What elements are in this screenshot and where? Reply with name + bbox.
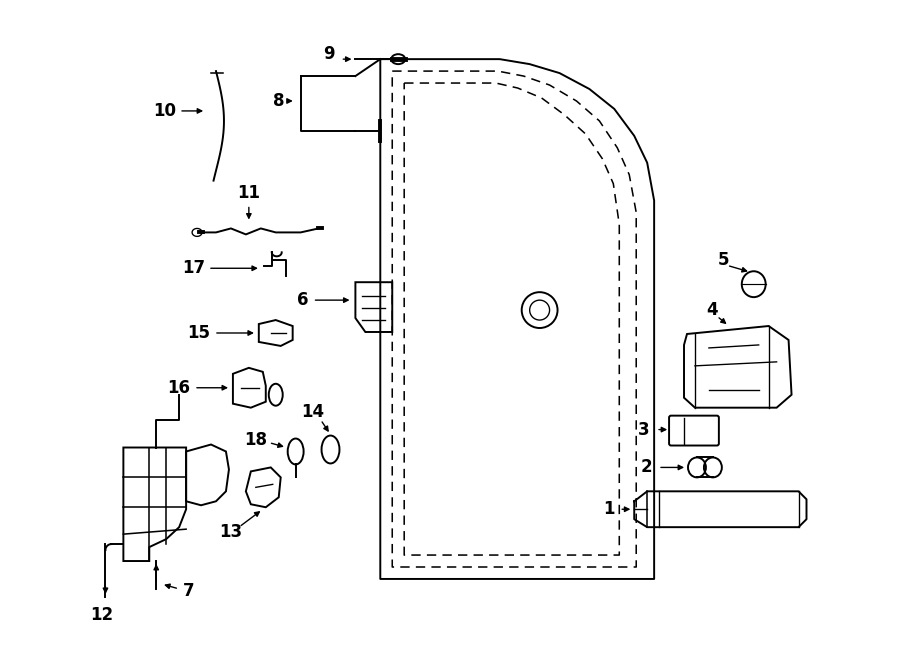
Text: 10: 10: [153, 102, 176, 120]
Text: 17: 17: [183, 259, 205, 277]
Text: 6: 6: [297, 291, 309, 309]
Text: 12: 12: [90, 605, 113, 624]
Text: 5: 5: [718, 251, 730, 269]
Text: 9: 9: [323, 45, 334, 63]
Text: 2: 2: [641, 459, 652, 477]
Text: 4: 4: [706, 301, 717, 319]
Text: 1: 1: [604, 500, 615, 518]
Text: 13: 13: [220, 523, 242, 541]
Text: 16: 16: [167, 379, 191, 397]
Text: 7: 7: [184, 582, 195, 600]
Text: 14: 14: [301, 403, 324, 420]
Text: 8: 8: [273, 92, 284, 110]
Text: 3: 3: [638, 420, 650, 439]
Text: 15: 15: [187, 324, 211, 342]
Text: 11: 11: [238, 184, 260, 202]
Text: 18: 18: [244, 430, 267, 449]
